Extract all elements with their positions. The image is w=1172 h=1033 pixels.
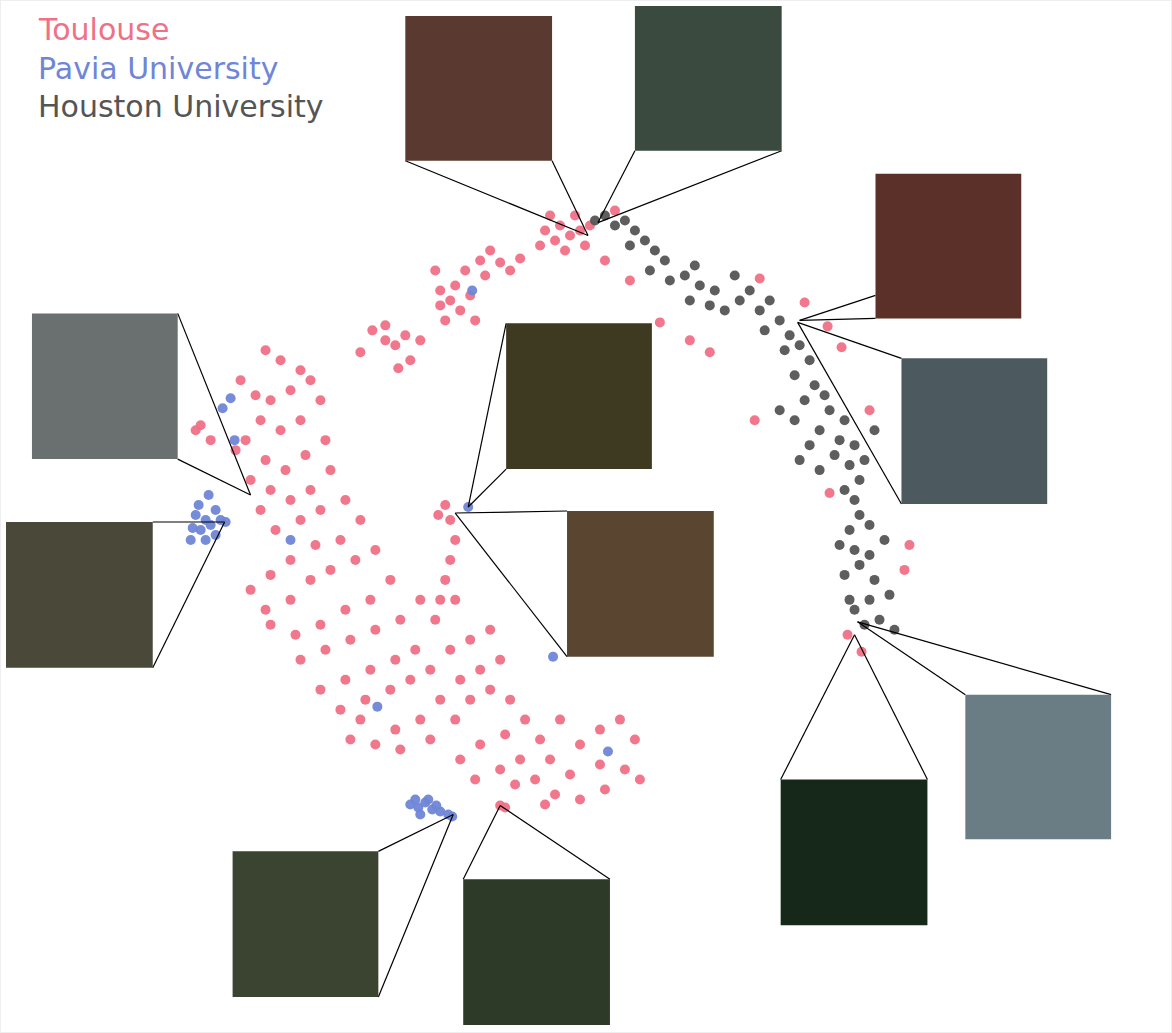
svg-text:Toulouse: Toulouse — [38, 12, 169, 47]
svg-text:Pavia University: Pavia University — [38, 51, 278, 86]
svg-text:Houston University: Houston University — [38, 89, 324, 124]
